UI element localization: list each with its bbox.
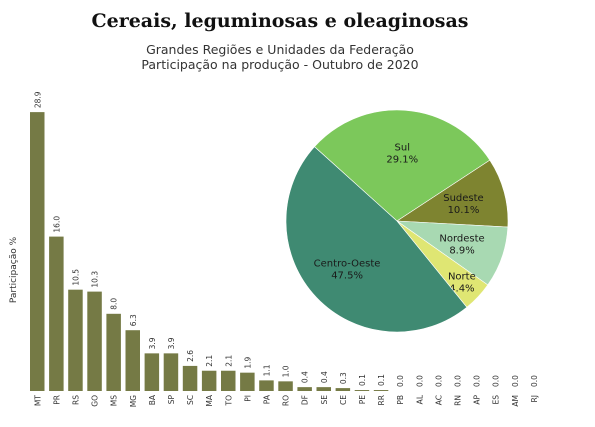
bar-value-label-AC: 0.0 <box>434 375 443 387</box>
x-tick-label-RO: RO <box>282 395 291 406</box>
x-tick-label-AL: AL <box>415 394 424 404</box>
x-tick-label-MG: MG <box>129 395 138 407</box>
pie-value-norte: 4.4% <box>449 284 474 295</box>
bar-PR <box>49 236 64 391</box>
bar-value-label-BA: 3.9 <box>148 337 157 349</box>
bar-value-label-CE: 0.3 <box>339 372 348 384</box>
bar-value-label-PI: 1.9 <box>243 357 252 369</box>
pie-slice-centro-oeste <box>285 146 468 333</box>
x-tick-label-TO: TO <box>224 395 233 407</box>
bar-value-label-SP: 3.9 <box>167 337 176 349</box>
x-tick-label-MA: MA <box>205 394 214 406</box>
bar-value-label-MA: 2.1 <box>205 355 214 367</box>
bar-value-label-RN: 0.0 <box>453 375 462 387</box>
x-tick-label-SP: SP <box>167 395 176 405</box>
bar-PA <box>259 380 274 391</box>
bar-PI <box>240 372 255 391</box>
bar-value-label-MS: 8.0 <box>110 298 119 310</box>
pie-value-centro-oeste: 47.5% <box>331 270 363 281</box>
bar-CE <box>335 388 351 391</box>
bar-MG <box>125 330 140 391</box>
x-tick-label-MT: MT <box>33 395 42 406</box>
bar-DF <box>297 387 312 391</box>
pie-label-sul: Sul <box>395 142 410 153</box>
chart-title: Cereais, leguminosas e oleaginosas <box>91 10 469 32</box>
x-tick-label-ES: ES <box>492 395 501 405</box>
bar-value-label-RJ: 0.0 <box>530 375 539 387</box>
x-tick-label-AM: AM <box>511 395 520 407</box>
x-tick-label-PI: PI <box>243 395 252 402</box>
bar-value-label-PR: 16.0 <box>52 216 61 233</box>
bar-RR <box>373 390 389 391</box>
pie-label-norte: Norte <box>448 272 476 283</box>
x-tick-label-PE: PE <box>358 395 367 405</box>
bar-value-label-PA: 1.1 <box>262 364 271 376</box>
pie-label-sudeste: Sudeste <box>443 193 483 204</box>
bar-BA <box>144 353 160 391</box>
x-tick-label-DF: DF <box>301 395 310 405</box>
x-tick-label-RJ: RJ <box>530 395 539 402</box>
bar-RO <box>278 381 293 391</box>
bar-value-label-RR: 0.1 <box>377 374 386 386</box>
pie-label-centro-oeste: Centro-Oeste <box>314 258 381 269</box>
pie-value-sul: 29.1% <box>386 154 418 165</box>
x-tick-label-AP: AP <box>473 395 482 405</box>
x-tick-label-AC: AC <box>434 395 443 405</box>
x-tick-label-PB: PB <box>396 395 405 405</box>
bar-value-label-TO: 2.1 <box>224 355 233 367</box>
x-tick-label-CE: CE <box>339 395 348 405</box>
bar-PE <box>354 390 370 391</box>
bar-MA <box>201 370 217 391</box>
bar-RS <box>68 289 83 391</box>
bar-value-label-SC: 2.6 <box>186 350 195 362</box>
x-tick-label-SE: SE <box>320 395 329 405</box>
y-axis-label: Participação % <box>9 236 19 303</box>
bar-value-label-PE: 0.1 <box>358 374 367 386</box>
pie-value-nordeste: 8.9% <box>449 246 474 257</box>
bar-SE <box>316 387 331 391</box>
x-tick-label-MS: MS <box>110 395 119 406</box>
x-tick-label-SC: SC <box>186 395 195 405</box>
bar-TO <box>221 370 236 391</box>
x-tick-label-PR: PR <box>52 395 61 405</box>
bar-value-label-AP: 0.0 <box>473 375 482 387</box>
bar-value-label-AL: 0.0 <box>415 375 424 387</box>
bar-value-label-DF: 0.4 <box>301 371 310 383</box>
x-tick-label-GO: GO <box>91 395 100 407</box>
pie-value-sudeste: 10.1% <box>448 205 480 216</box>
x-tick-label-BA: BA <box>148 394 157 405</box>
bar-value-label-ES: 0.0 <box>492 375 501 387</box>
bar-SC <box>182 365 198 391</box>
chart-subtitle-line2: Participação na produção - Outubro de 20… <box>141 57 419 72</box>
x-tick-label-RR: RR <box>377 395 386 405</box>
bar-value-label-SE: 0.4 <box>320 371 329 383</box>
bar-value-label-GO: 10.3 <box>91 271 100 288</box>
pie-slice-sul <box>314 109 491 222</box>
pie-label-nordeste: Nordeste <box>439 234 484 245</box>
bar-value-label-AM: 0.0 <box>511 375 520 387</box>
bar-MS <box>106 313 121 391</box>
bar-value-label-MG: 6.3 <box>129 314 138 326</box>
chart-subtitle-line1: Grandes Regiões e Unidades da Federação <box>146 42 414 57</box>
bar-series: 28.9 MT 16.0 PR 10.5 RS 10.3 GO 8.0 MS 6.3 MG 3.9 BA 3… <box>30 91 539 407</box>
bar-value-label-RO: 1.0 <box>282 365 291 377</box>
pie-slice-sudeste <box>396 159 509 228</box>
x-tick-label-PA: PA <box>262 394 271 404</box>
bar-value-label-RS: 10.5 <box>71 269 80 286</box>
x-tick-label-RS: RS <box>71 395 80 405</box>
x-tick-label-RN: RN <box>453 395 462 406</box>
bar-SP <box>163 353 179 391</box>
bar-GO <box>87 291 102 391</box>
bar-value-label-PB: 0.0 <box>396 375 405 387</box>
bar-value-label-MT: 28.9 <box>33 91 42 108</box>
bar-MT <box>30 112 45 392</box>
